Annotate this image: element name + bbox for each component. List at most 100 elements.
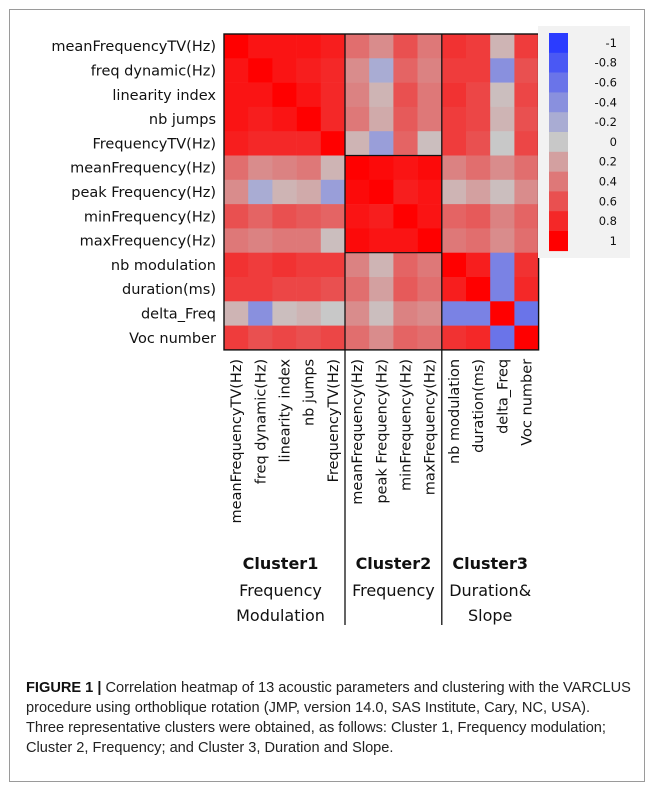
heatmap-cell-r4-c4 [320, 131, 346, 156]
heatmap-cell-r7-c12 [514, 204, 539, 229]
legend-tick-4: -0.2 [595, 115, 617, 129]
heatmap-cell-r8-c8 [417, 228, 443, 253]
cluster-title-2: Cluster2 [356, 554, 432, 573]
heatmap-cell-r3-c11 [490, 106, 515, 132]
heatmap-cell-r4-c3 [296, 131, 322, 156]
heatmap-cell-r3-c2 [272, 106, 297, 132]
heatmap-cell-r11-c8 [417, 301, 443, 326]
heatmap-cell-r12-c1 [248, 325, 273, 351]
heatmap-cell-r10-c10 [466, 277, 491, 302]
heatmap-cell-r10-c8 [417, 277, 443, 302]
heatmap-cell-r2-c5 [345, 82, 370, 108]
cluster-subtitle-1-2: Modulation [236, 606, 325, 625]
heatmap-cell-r9-c10 [466, 252, 491, 278]
col-label-10: duration(ms) [471, 359, 487, 453]
heatmap-cell-r10-c6 [369, 277, 394, 302]
row-label-3: nb jumps [149, 112, 216, 128]
col-label-9: nb modulation [447, 359, 463, 464]
legend-tick-5: 0 [610, 135, 617, 149]
heatmap-cell-r6-c8 [417, 179, 443, 205]
heatmap-cell-r4-c12 [514, 131, 539, 156]
heatmap-cell-r0-c11 [490, 34, 515, 59]
caption-label: FIGURE 1 | [26, 680, 102, 696]
heatmap-cell-r1-c11 [490, 58, 515, 83]
heatmap-cell-r0-c1 [248, 34, 273, 59]
heatmap-cell-r3-c9 [441, 106, 467, 132]
heatmap-cell-r3-c12 [514, 106, 539, 132]
heatmap-cell-r0-c7 [393, 34, 418, 59]
row-label-7: minFrequency(Hz) [84, 209, 216, 225]
heatmap-cell-r12-c7 [393, 325, 418, 351]
heatmap-cell-r9-c4 [320, 252, 346, 278]
heatmap-cell-r4-c10 [466, 131, 491, 156]
heatmap-cell-r12-c3 [296, 325, 322, 351]
heatmap-cell-r10-c2 [272, 277, 297, 302]
col-label-2: linearity index [278, 358, 294, 462]
heatmap-cell-r5-c1 [248, 155, 273, 181]
row-label-6: peak Frequency(Hz) [71, 185, 216, 201]
heatmap-cell-r4-c0 [224, 131, 249, 156]
heatmap-cell-r1-c9 [441, 58, 467, 83]
heatmap-cell-r1-c4 [320, 58, 346, 83]
heatmap-cell-r7-c11 [490, 204, 515, 229]
heatmap-cell-r10-c3 [296, 277, 322, 302]
heatmap-cell-r8-c12 [514, 228, 539, 253]
heatmap-cell-r0-c8 [417, 34, 443, 59]
legend-swatch-10 [549, 231, 568, 252]
heatmap-cell-r3-c3 [296, 106, 322, 132]
heatmap-cell-r6-c3 [296, 179, 322, 205]
heatmap-cell-r2-c12 [514, 82, 539, 108]
heatmap-cell-r2-c3 [296, 82, 322, 108]
heatmap-cell-r2-c9 [441, 82, 467, 108]
heatmap-cell-r4-c5 [345, 131, 370, 156]
heatmap-cell-r5-c11 [490, 155, 515, 181]
heatmap-cell-r1-c0 [224, 58, 249, 83]
legend-tick-6: 0.2 [599, 155, 617, 169]
legend-swatch-4 [549, 112, 568, 133]
heatmap-cell-r0-c2 [272, 34, 297, 59]
heatmap-cell-r1-c10 [466, 58, 491, 83]
heatmap-cell-r11-c11 [490, 301, 515, 326]
legend-swatch-2 [549, 72, 568, 93]
row-label-0: meanFrequencyTV(Hz) [51, 39, 216, 55]
heatmap-cell-r8-c3 [296, 228, 322, 253]
heatmap-cell-r12-c0 [224, 325, 249, 351]
heatmap-cell-r10-c4 [320, 277, 346, 302]
heatmap-cell-r9-c7 [393, 252, 418, 278]
heatmap-cell-r11-c2 [272, 301, 297, 326]
heatmap-cell-r12-c4 [320, 325, 346, 351]
heatmap-cell-r1-c12 [514, 58, 539, 83]
col-label-5: meanFrequency(Hz) [350, 359, 366, 505]
heatmap-cell-r3-c4 [320, 106, 346, 132]
heatmap-cell-r9-c6 [369, 252, 394, 278]
heatmap-cell-r12-c2 [272, 325, 297, 351]
caption-text: Correlation heatmap of 13 acoustic param… [26, 680, 631, 756]
heatmap-cell-r8-c2 [272, 228, 297, 253]
heatmap-cell-r2-c1 [248, 82, 273, 108]
heatmap-cell-r10-c1 [248, 277, 273, 302]
heatmap-cell-r4-c7 [393, 131, 418, 156]
heatmap-cell-r11-c1 [248, 301, 273, 326]
legend-tick-3: -0.4 [595, 95, 617, 109]
heatmap-cell-r3-c7 [393, 106, 418, 132]
heatmap-cell-r10-c7 [393, 277, 418, 302]
col-label-6: peak Frequency(Hz) [374, 359, 390, 504]
heatmap-cell-r9-c8 [417, 252, 443, 278]
heatmap-cell-r11-c10 [466, 301, 491, 326]
legend-swatch-6 [549, 151, 568, 172]
heatmap-cell-r2-c4 [320, 82, 346, 108]
heatmap-cell-r5-c12 [514, 155, 539, 181]
cluster-subtitle-3-1: Duration& [449, 581, 531, 600]
legend-swatch-5 [549, 132, 568, 153]
heatmap-cell-r3-c8 [417, 106, 443, 132]
legend-swatch-1 [549, 52, 568, 73]
legend-tick-10: 1 [610, 234, 617, 248]
heatmap-cell-r8-c5 [345, 228, 370, 253]
heatmap-cell-r11-c0 [224, 301, 249, 326]
col-label-7: minFrequency(Hz) [399, 359, 415, 491]
heatmap-cell-r2-c8 [417, 82, 443, 108]
cluster-subtitle-1-1: Frequency [239, 581, 322, 600]
heatmap-cell-r6-c12 [514, 179, 539, 205]
heatmap-cell-r2-c10 [466, 82, 491, 108]
heatmap-cell-r12-c11 [490, 325, 515, 351]
